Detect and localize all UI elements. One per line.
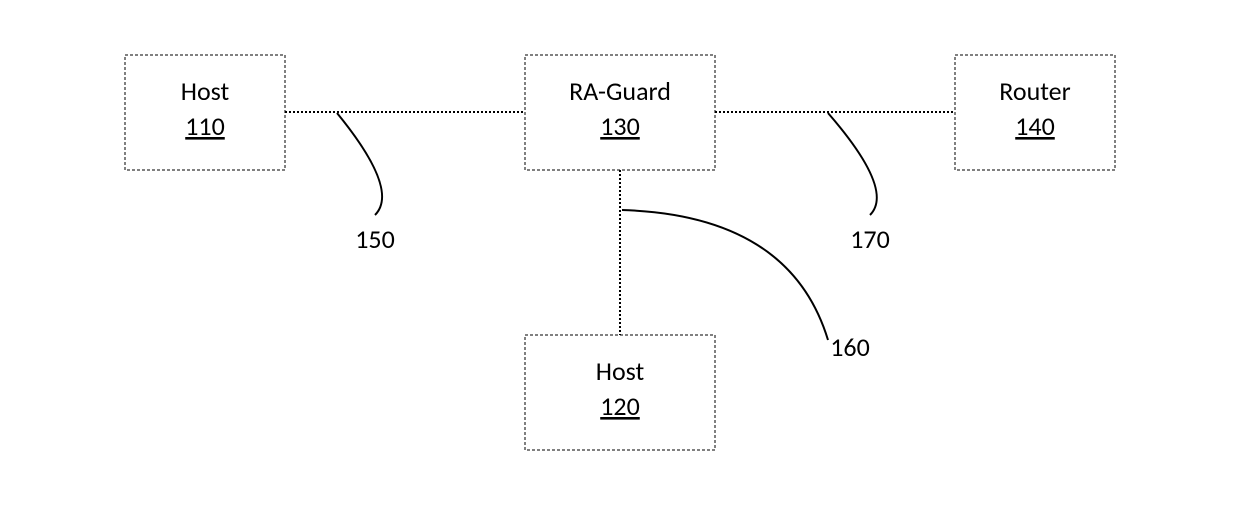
node-router-label: Router: [999, 75, 1070, 107]
ref-label-150: 150: [355, 223, 395, 255]
ref-label-160: 160: [830, 331, 870, 363]
node-router-140: Router 140: [955, 55, 1115, 170]
node-host-110-num: 110: [185, 110, 225, 142]
ref-label-170: 170: [850, 223, 890, 255]
node-router-num: 140: [1015, 110, 1055, 142]
node-host-120-num: 120: [600, 390, 640, 422]
ref-arc-150: [337, 113, 382, 215]
ref-arc-160: [622, 210, 828, 340]
node-host-120: Host 120: [525, 335, 715, 450]
node-raguard-130: RA-Guard 130: [525, 55, 715, 170]
node-host-110-label: Host: [181, 75, 230, 107]
node-raguard-num: 130: [600, 110, 640, 142]
node-raguard-label: RA-Guard: [569, 75, 671, 107]
node-host-120-label: Host: [596, 355, 645, 387]
node-host-110: Host 110: [125, 55, 285, 170]
ref-arc-170: [828, 113, 877, 215]
